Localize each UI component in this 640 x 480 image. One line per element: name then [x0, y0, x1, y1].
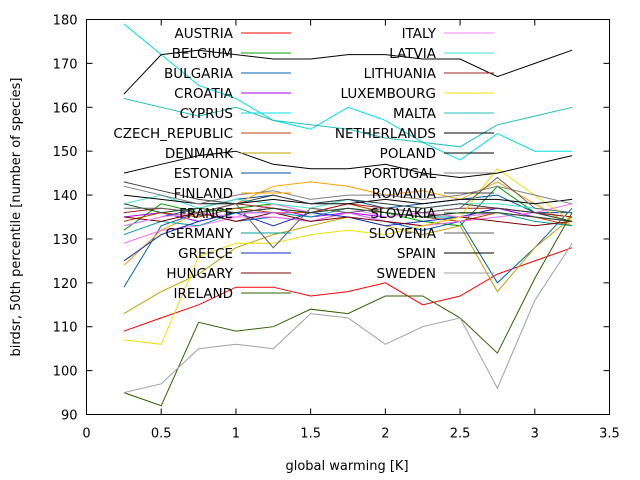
series-line-spain [123, 150, 573, 179]
legend-label: ESTONIA [174, 166, 234, 182]
y-tick-label: 140 [53, 189, 78, 204]
legend-label: FINLAND [174, 186, 233, 202]
legend-label: GERMANY [165, 226, 233, 242]
legend-label: HUNGARY [166, 266, 233, 282]
series-line-ireland [123, 212, 573, 407]
series-line-netherlands [123, 49, 573, 95]
series-line-austria [123, 247, 573, 332]
y-tick-label: 170 [53, 57, 78, 72]
legend-label: POLAND [380, 146, 436, 162]
legend-label: LITHUANIA [364, 66, 437, 82]
legend-label: BULGARIA [164, 66, 234, 82]
ticks-layer: 0 0.5 1 1.5 2 2.5 3 3.5 90 100 110 120 130 140 150 160 1… [53, 14, 620, 442]
legend-label: SLOVENIA [369, 226, 437, 242]
series-layer [123, 23, 573, 407]
legend-label: BELGIUM [172, 46, 233, 62]
series-line-romania [123, 181, 573, 222]
series-line-portugal [123, 185, 573, 205]
legend-label: LUXEMBOURG [340, 86, 436, 102]
x-tick-label: 0 [82, 427, 90, 442]
x-tick-label: 3 [531, 427, 539, 442]
legend-label: AUSTRIA [174, 26, 233, 42]
y-tick-label: 150 [53, 145, 78, 160]
x-tick-label: 1.5 [300, 427, 321, 442]
x-tick-label: 2 [381, 427, 389, 442]
x-tick-label: 1 [232, 427, 240, 442]
series-line-slovenia [123, 176, 573, 249]
legend-label: IRELAND [174, 286, 233, 302]
y-tick-label: 90 [61, 409, 78, 424]
legend-label: DENMARK [165, 146, 234, 162]
legend-label: ROMANIA [372, 186, 437, 202]
series-line-slovakia [123, 203, 573, 222]
legend-label: GREECE [178, 246, 233, 262]
y-axis-title: birdsr, 50th percentile [number of speci… [9, 78, 24, 357]
legend-label: CROATIA [174, 86, 234, 102]
legend-label: PORTUGAL [363, 166, 436, 182]
legend-label: LATVIA [389, 46, 436, 62]
series-line-malta [123, 98, 573, 148]
legend-label: CYPRUS [180, 106, 233, 122]
legend-label: SWEDEN [377, 266, 436, 282]
x-tick-label: 3.5 [599, 427, 620, 442]
y-tick-label: 160 [53, 101, 78, 116]
x-axis-title: global warming [K] [285, 459, 408, 474]
legend-label: NETHERLANDS [335, 126, 436, 142]
y-tick-label: 120 [53, 277, 78, 292]
plot-frame [86, 19, 610, 415]
series-line-luxembourg [123, 168, 573, 345]
y-tick-label: 110 [53, 321, 78, 336]
x-tick-label: 2.5 [450, 427, 471, 442]
legend-label: SLOVAKIA [370, 206, 436, 222]
x-tick-label: 0.5 [151, 427, 172, 442]
legend: AUSTRIA BELGIUM BULGARIA CROATIA CYPRUS CZECH… [113, 26, 494, 302]
legend-label: FRANCE [179, 206, 233, 222]
y-tick-label: 100 [53, 365, 78, 380]
legend-label: MALTA [393, 106, 437, 122]
legend-label: SPAIN [397, 246, 436, 262]
y-tick-label: 130 [53, 233, 78, 248]
legend-label: ITALY [402, 26, 437, 42]
y-tick-label: 180 [53, 14, 78, 29]
series-line-cyprus [123, 23, 573, 161]
series-line-sweden [123, 243, 573, 394]
legend-label: CZECH_REPUBLIC [113, 126, 233, 142]
